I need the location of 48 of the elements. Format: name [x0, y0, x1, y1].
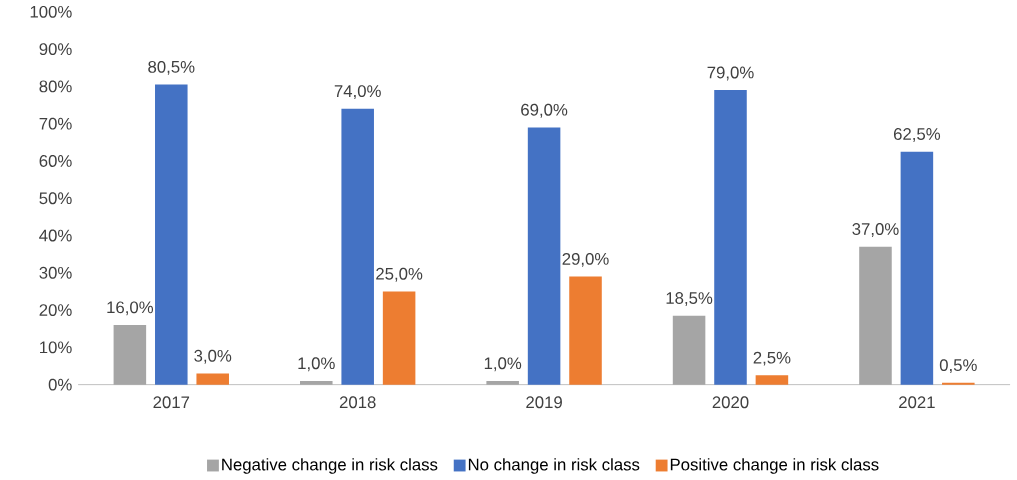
y-tick-label: 80%	[39, 80, 72, 93]
bar	[672, 315, 706, 385]
bar	[527, 127, 561, 385]
y-tick-label: 30%	[39, 266, 72, 279]
y-tick-label: 50%	[39, 192, 72, 205]
x-tick-label: 2017	[153, 396, 190, 409]
y-tick-label: 70%	[39, 117, 72, 130]
data-label: 0,5%	[939, 359, 977, 373]
bar	[382, 291, 416, 385]
bar	[714, 89, 747, 385]
y-tick-label: 60%	[39, 154, 72, 167]
data-label: 25,0%	[376, 267, 423, 282]
x-tick-label: 2020	[712, 396, 749, 409]
legend-label: Positive change in risk class	[670, 458, 879, 474]
legend-label: Negative change in risk class	[222, 458, 438, 474]
data-label: 29,0%	[562, 252, 609, 267]
bar	[341, 108, 374, 385]
bar	[755, 375, 789, 385]
bar	[300, 380, 333, 385]
data-label: 1,0%	[298, 357, 335, 372]
bar	[486, 380, 519, 385]
y-tick-label: 100%	[30, 5, 72, 18]
data-label: 18,5%	[666, 291, 713, 306]
legend-label: No change in risk class	[468, 458, 640, 474]
y-tick-label: 90%	[39, 43, 72, 55]
bar	[900, 151, 934, 385]
data-label: 69,0%	[521, 103, 568, 118]
bar	[196, 373, 229, 385]
y-tick-label: 0%	[48, 378, 72, 391]
bar	[113, 324, 147, 385]
data-label: 37,0%	[852, 222, 899, 237]
data-label: 16,0%	[107, 301, 154, 316]
data-label: 79,0%	[707, 66, 754, 81]
data-label: 2,5%	[753, 351, 791, 366]
data-label: 62,5%	[893, 127, 941, 142]
data-label: 74,0%	[334, 85, 381, 99]
data-label: 80,5%	[148, 60, 195, 75]
data-label: 1,0%	[484, 357, 522, 372]
y-tick-label: 40%	[39, 229, 72, 242]
x-tick-label: 2021	[899, 396, 935, 409]
bar	[569, 276, 602, 385]
x-tick-label: 2018	[339, 396, 376, 409]
bar	[155, 84, 188, 385]
y-tick-label: 20%	[39, 303, 72, 316]
y-tick-label: 10%	[40, 341, 72, 354]
bar	[859, 246, 892, 385]
data-label: 3,0%	[194, 349, 232, 364]
x-tick-label: 2019	[526, 396, 562, 409]
